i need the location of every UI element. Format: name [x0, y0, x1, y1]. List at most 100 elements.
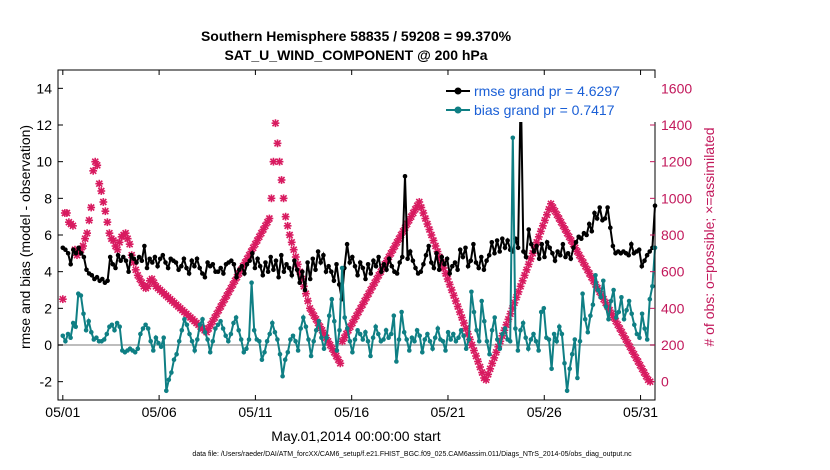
series-point-bias — [143, 322, 148, 328]
series-point-bias — [453, 339, 459, 344]
series-point-rmse — [352, 263, 358, 269]
series-point-rmse — [323, 269, 329, 275]
series-point-bias — [394, 359, 399, 364]
series-point-bias — [153, 335, 159, 341]
series-point-bias — [549, 366, 554, 372]
series-point-bias — [401, 329, 407, 335]
series-point-bias — [73, 324, 78, 330]
y-right-tick-label: 400 — [661, 300, 685, 316]
series-point-bias — [580, 291, 585, 297]
series-point-bias — [606, 317, 611, 322]
series-point-rmse — [363, 276, 368, 282]
series-point-rmse — [389, 263, 395, 269]
series-point-bias — [174, 351, 179, 357]
series-point-rmse — [565, 251, 571, 256]
series-point-bias — [546, 337, 552, 342]
series-point-rmse — [542, 254, 547, 260]
series-point-rmse — [197, 265, 202, 271]
series-point-bias — [192, 348, 197, 353]
x-tick-label: 05/26 — [527, 404, 562, 420]
series-point-bias — [590, 302, 596, 308]
series-point-rmse — [647, 249, 652, 254]
series-point-rmse — [357, 260, 363, 265]
series-point-rmse — [123, 258, 129, 264]
series-point-bias — [518, 328, 523, 333]
series-point-bias — [223, 333, 228, 339]
series-point-rmse — [586, 221, 592, 227]
series-point-bias — [169, 370, 174, 375]
series-point-bias — [368, 353, 373, 359]
series-point-bias — [109, 322, 115, 328]
series-point-rmse — [281, 269, 287, 275]
series-point-bias — [241, 350, 247, 355]
series-point-bias — [562, 361, 567, 366]
obs-assimilated-marker — [109, 236, 118, 245]
series-point-rmse — [531, 249, 537, 254]
series-point-bias — [233, 315, 239, 320]
series-point-bias — [145, 326, 151, 331]
series-point-rmse — [447, 271, 453, 276]
series-point-bias — [135, 346, 141, 352]
series-point-bias — [461, 333, 466, 339]
series-point-rmse — [179, 263, 184, 269]
series-point-rmse — [205, 260, 210, 265]
series-point-rmse — [63, 247, 68, 252]
series-point-bias — [290, 333, 296, 339]
obs-assimilated-marker — [279, 194, 288, 203]
series-point-rmse — [426, 243, 432, 249]
series-point-rmse — [471, 241, 476, 247]
obs-assimilated-marker — [93, 161, 102, 170]
series-point-bias — [311, 339, 317, 344]
series-point-bias — [132, 350, 138, 355]
series-point-bias — [430, 346, 435, 352]
series-point-bias — [458, 328, 464, 333]
series-point-rmse — [489, 240, 495, 245]
series-point-bias — [515, 348, 521, 353]
obs-assimilated-marker — [103, 218, 112, 227]
series-point-bias — [156, 340, 161, 346]
series-point-rmse — [368, 271, 374, 276]
series-point-rmse — [476, 265, 482, 271]
series-point-rmse — [555, 249, 560, 254]
y-right-tick-label: 200 — [661, 337, 685, 353]
y-left-tick-label: 4 — [44, 264, 52, 280]
series-point-bias — [572, 337, 578, 342]
series-point-rmse — [260, 273, 266, 278]
series-point-rmse — [547, 245, 552, 251]
series-point-bias — [205, 337, 210, 342]
series-point-rmse — [215, 269, 221, 275]
obs-assimilated-marker — [83, 229, 92, 238]
series-point-bias — [440, 339, 446, 344]
series-point-rmse — [234, 274, 239, 280]
series-point-bias — [520, 320, 526, 326]
series-point-bias — [238, 337, 244, 342]
series-point-rmse — [184, 265, 189, 271]
series-point-bias — [267, 331, 273, 337]
series-point-bias — [195, 337, 200, 342]
series-point-bias — [644, 337, 650, 342]
series-point-bias — [166, 377, 172, 383]
series-point-bias — [360, 337, 366, 342]
series-point-rmse — [484, 258, 489, 264]
series-point-bias — [226, 339, 231, 344]
obs-assimilated-marker — [336, 359, 345, 368]
series-point-bias — [202, 329, 208, 335]
series-point-rmse — [544, 240, 550, 245]
series-point-rmse — [155, 263, 160, 269]
y-left-tick-label: 14 — [36, 80, 52, 96]
obs-assimilated-marker — [565, 232, 574, 241]
series-point-rmse — [68, 262, 73, 267]
series-point-bias — [451, 331, 456, 337]
obs-assimilated-marker — [69, 221, 77, 230]
series-point-bias — [215, 322, 221, 328]
series-point-bias — [321, 346, 327, 352]
y-axis-right-label: # of obs: o=possible; ×=assimilated — [701, 127, 717, 346]
series-point-rmse — [247, 258, 252, 264]
series-point-rmse — [242, 271, 247, 276]
series-point-rmse — [218, 265, 223, 271]
obs-assimilated-marker — [95, 179, 104, 188]
obs-assimilated-marker — [283, 221, 292, 230]
series-point-bias — [619, 295, 624, 300]
series-point-rmse — [134, 260, 139, 265]
